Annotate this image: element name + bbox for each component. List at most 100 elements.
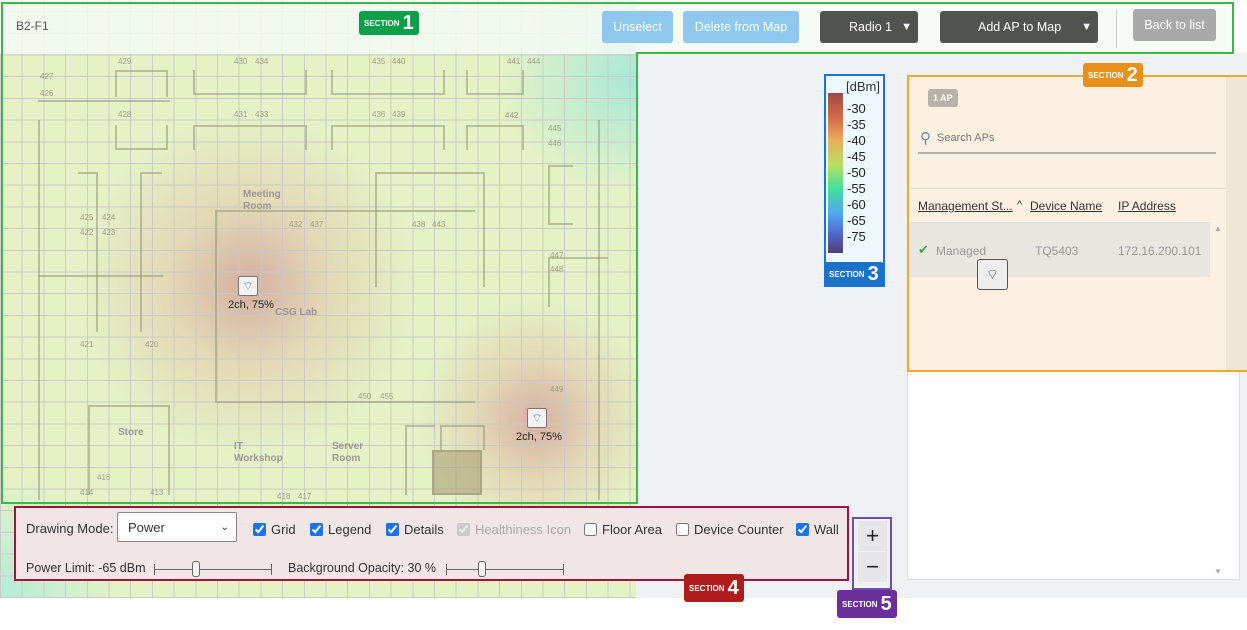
add-ap-to-map-dropdown[interactable]: Add AP to Map ▼ [940,11,1098,43]
delete-from-map-button[interactable]: Delete from Map [683,11,799,43]
search-aps-field[interactable]: ⚲ [918,124,1216,154]
room-number: 424 [102,213,116,222]
room-number: 417 [298,492,312,501]
room-number: 440 [392,57,406,66]
section-3-badge: SECTION 3 [824,262,884,286]
drawing-mode-select[interactable]: Power ⌄ [117,512,237,542]
background-opacity-slider[interactable] [446,561,564,577]
search-aps-input[interactable] [937,132,1197,144]
wall-checkbox[interactable]: Wall [796,522,839,537]
radio-label: Radio 1 [849,20,893,34]
room-number: 449 [550,385,564,394]
scroll-up-icon[interactable]: ▲ [1214,224,1222,233]
room-number: 414 [80,488,94,497]
room-number: 439 [392,110,406,119]
search-icon: ⚲ [920,130,931,147]
power-limit-slider[interactable] [154,561,272,577]
chevron-down-icon: ⌄ [220,521,229,533]
room-number: 447 [550,251,564,260]
legend-tick: -40 [847,133,866,148]
back-label: Back to list [1144,18,1205,32]
radio-select[interactable]: Radio 1 ▼ [820,11,918,43]
access-point-marker[interactable]: ⌔ [527,408,547,428]
room-number: 441 [507,57,521,66]
room-number: 432 [289,220,303,229]
access-point-marker[interactable]: ⌔ [238,276,258,296]
ap-label: 2ch, 75% [228,299,274,311]
room-number: 430 [234,57,248,66]
drawing-mode-value: Power [128,519,165,535]
status-cell: Managed [936,244,987,258]
section-1-outline [1,2,1234,54]
healthiness-icon-checkbox[interactable]: Healthiness Icon [457,522,571,537]
wifi-icon: ⌔ [242,278,254,293]
legend-tick: -30 [847,101,866,116]
section-5-badge: SECTION 5 [837,590,897,618]
table-row[interactable]: ✔ Managed TQ5403 172.16.200.101 [909,222,1210,277]
room-number: 450 [358,392,372,401]
column-ip-address[interactable]: IP Address [1118,199,1176,213]
room-name: IT Workshop [234,441,283,464]
details-checkbox[interactable]: Details [386,522,444,537]
room-number: 422 [80,228,94,237]
device-name-cell: TQ5403 [1035,244,1079,258]
toolbar-divider [1116,10,1117,48]
back-to-list-button[interactable]: Back to list [1133,9,1216,41]
zoom-controls: + − [852,517,892,590]
room-number: 428 [118,110,132,119]
room-number: 427 [40,72,54,81]
room-number: 438 [412,220,426,229]
legend-tick: -75 [847,229,866,244]
grid-checkbox[interactable]: Grid [253,522,296,537]
floor-area-checkbox[interactable]: Floor Area [584,522,662,537]
sort-asc-icon: ^ [1017,199,1023,211]
room-number: 444 [527,57,541,66]
floor-name: B2-F1 [16,19,49,33]
section-4-badge: SECTION 4 [684,574,744,602]
legend-checkbox[interactable]: Legend [310,522,371,537]
room-number: 413 [150,488,164,497]
ap-label: 2ch, 75% [516,431,562,443]
legend-unit: [dBm] [846,79,880,94]
delete-label: Delete from Map [694,20,788,34]
unselect-button[interactable]: Unselect [602,11,673,43]
room-number: 437 [310,220,324,229]
room-name: Server Room [332,441,364,464]
floor-map[interactable]: 427 426 429 428 430 434 431 433 435 440 … [0,0,636,598]
zoom-out-button[interactable]: − [858,552,887,582]
scrollbar[interactable]: ▲ ▼ [1210,222,1226,578]
device-counter-checkbox[interactable]: Device Counter [676,522,784,537]
room-number: 426 [40,89,54,98]
room-number: 448 [550,265,564,274]
section-1-outline [636,52,1234,54]
column-device-name[interactable]: Device Name [1030,199,1103,213]
ip-address-cell: 172.16.200.101 [1118,244,1202,258]
column-management-status[interactable]: Management St... [918,199,1013,213]
ap-count-badge: 1 AP [928,89,958,107]
room-number: 423 [102,228,116,237]
divider [909,188,1226,189]
map-grid [0,0,636,598]
scroll-down-icon[interactable]: ▼ [1214,567,1222,576]
add-ap-label: Add AP to Map [978,20,1062,34]
room-number: 421 [80,340,94,349]
section-1-badge: SECTION 1 [359,11,419,35]
zoom-in-button[interactable]: + [858,521,887,551]
room-name: Meeting Room [243,189,281,212]
caret-down-icon: ▼ [1081,21,1092,33]
slider-thumb[interactable] [192,561,200,577]
legend-tick: -55 [847,181,866,196]
section-2-badge: SECTION 2 [1083,63,1143,87]
room-number: 443 [432,220,446,229]
background-opacity-label: Background Opacity: 30 % [288,561,436,575]
legend-tick: -45 [847,149,866,164]
room-number: 433 [255,110,269,119]
legend-color-bar [828,93,843,253]
room-number: 429 [118,57,132,66]
dragging-ap-icon[interactable]: ⌔ [977,259,1008,290]
map-controls: Drawing Mode: Power ⌄ Grid Legend Detail… [14,506,849,581]
room-number: 435 [372,57,386,66]
panel-edge [1226,77,1247,370]
power-limit-label: Power Limit: -65 dBm [26,561,146,575]
slider-thumb[interactable] [478,561,486,577]
